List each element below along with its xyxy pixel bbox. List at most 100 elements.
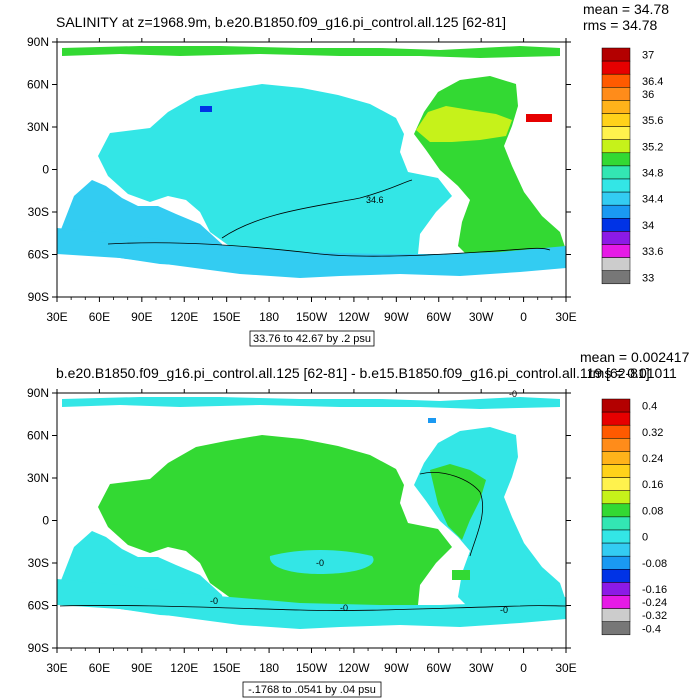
x-tick-label: 30E	[46, 661, 67, 675]
x-tick-label: 30W	[469, 310, 494, 324]
panel2-range-box	[242, 681, 382, 698]
panel1-x-axis: 30E 60E 90E 120E 150E 180 150W 120W 90W 60W 30W 0 30…	[46, 38, 577, 324]
x-tick-label: 150W	[296, 661, 328, 675]
panel2-range-text: -.1768 to .0541 by .04 psu	[248, 684, 376, 696]
colorbar-box	[601, 60, 631, 75]
panel2-contour-label-2: -0	[316, 558, 324, 568]
x-tick-label: 90E	[131, 310, 152, 324]
colorbar-box	[601, 270, 631, 285]
x-tick-label: 60W	[426, 310, 451, 324]
colorbar-label: 34.4	[642, 194, 663, 206]
colorbar-label: 0.16	[642, 479, 663, 491]
panel2-central-anomaly	[269, 550, 374, 574]
colorbar-label: 36.4	[642, 76, 663, 88]
panel2-colorbar: 0.4 0.32 0.24 0.16 0.08 0 -0.08 -0.16-0.24-0.32…	[601, 398, 667, 635]
panel2-y-axis: 90N 60N 30N 0 30S 60S 90S	[27, 386, 571, 655]
panel1-low-patch	[200, 106, 212, 112]
colorbar-box	[601, 73, 631, 88]
panel1-y-axis: 90N 60N 30N 0 30S 60S 90S	[27, 35, 571, 304]
colorbar-label: 0.4	[642, 401, 657, 413]
colorbar-box	[601, 87, 631, 101]
colorbar-box	[601, 582, 631, 596]
colorbar-box	[601, 542, 631, 557]
colorbar-box	[601, 100, 631, 114]
y-tick-label: 60S	[28, 248, 49, 262]
colorbar-label: 33	[642, 272, 654, 284]
panel2-contour-label-4: -0	[340, 603, 348, 613]
colorbar-box	[601, 595, 631, 609]
y-tick-label: 0	[42, 514, 49, 528]
colorbar-label: 0.32	[642, 427, 663, 439]
y-tick-label: 90N	[27, 35, 49, 49]
panel2-contour-label-3: -0	[210, 596, 218, 606]
y-tick-label: 0	[42, 163, 49, 177]
colorbar-label: 35.6	[642, 115, 663, 127]
colorbar-label: 35.2	[642, 141, 663, 153]
colorbar-label: -0.08	[642, 558, 667, 570]
x-tick-label: 150E	[213, 661, 241, 675]
panel2-x-axis: 30E 60E 90E 120E 150E 180 150W 120W 90W 60W 30W 0 30…	[46, 389, 577, 675]
colorbar-box	[601, 139, 631, 154]
colorbar-box	[601, 113, 631, 127]
colorbar-box	[601, 126, 631, 140]
y-tick-label: 30N	[27, 471, 49, 485]
colorbar-box	[601, 231, 631, 245]
colorbar-label: -0.24	[642, 597, 667, 609]
colorbar-box	[601, 451, 631, 465]
y-tick-label: 60N	[27, 78, 49, 92]
x-tick-label: 120W	[338, 310, 370, 324]
x-tick-label: 0	[520, 310, 527, 324]
colorbar-box	[601, 477, 631, 491]
colorbar-box	[601, 244, 631, 258]
panel2-contour-line	[59, 605, 567, 611]
x-tick-label: 120W	[338, 661, 370, 675]
panel1-rms: rms = 34.78	[583, 17, 658, 33]
y-tick-label: 30N	[27, 120, 49, 134]
panel1-title: SALINITY at z=1968.9m, b.e20.B1850.f09_g…	[56, 14, 506, 30]
panel-salinity: SALINITY at z=1968.9m, b.e20.B1850.f09_g…	[27, 1, 669, 347]
panel1-contour-line-south	[107, 242, 551, 257]
panel1-contour-label: 34.6	[366, 195, 384, 205]
colorbar-box	[601, 555, 631, 570]
colorbar-box	[601, 424, 631, 439]
x-tick-label: 90W	[384, 310, 409, 324]
panel1-range-text: 33.76 to 42.67 by .2 psu	[253, 333, 371, 345]
panel2-arctic-field	[62, 397, 560, 409]
x-tick-label: 30W	[469, 661, 494, 675]
colorbar-box	[601, 464, 631, 478]
y-tick-label: 90S	[28, 290, 49, 304]
panel2-southern-field	[57, 579, 566, 629]
colorbar-label: -0.16	[642, 584, 667, 596]
panel1-pacific-field	[98, 84, 452, 258]
panel1-arctic-field	[62, 46, 560, 58]
colorbar-label: 34	[642, 220, 654, 232]
colorbar-box	[601, 218, 631, 232]
x-tick-label: 150E	[213, 310, 241, 324]
x-tick-label: 30E	[46, 310, 67, 324]
x-tick-label: 30E	[555, 661, 576, 675]
colorbar-box	[601, 191, 631, 206]
panel2-title: b.e20.B1850.f09_g16.pi_control.all.125 […	[56, 365, 650, 381]
colorbar-box	[601, 152, 631, 167]
colorbar-label: 36	[642, 89, 654, 101]
y-tick-label: 30S	[28, 205, 49, 219]
colorbar-box	[601, 165, 631, 180]
colorbar-box	[601, 438, 631, 452]
panel2-contour-line-atlantic	[419, 472, 484, 557]
colorbar-box	[601, 516, 631, 531]
y-tick-label: 60N	[27, 429, 49, 443]
panel2-rms: rms = 0.01011	[588, 365, 677, 381]
x-tick-label: 120E	[170, 310, 198, 324]
y-tick-label: 90S	[28, 641, 49, 655]
colorbar-box	[601, 569, 631, 583]
colorbar-label: -0.4	[642, 623, 661, 635]
y-tick-label: 60S	[28, 599, 49, 613]
panel1-contour-line	[221, 179, 413, 239]
panel-difference: b.e20.B1850.f09_g16.pi_control.all.125 […	[27, 349, 690, 698]
colorbar-box	[601, 398, 631, 413]
panel2-contour-label-1: -0	[509, 389, 517, 399]
y-tick-label: 30S	[28, 556, 49, 570]
x-tick-label: 150W	[296, 310, 328, 324]
panel1-red-sea-patch	[526, 114, 552, 122]
